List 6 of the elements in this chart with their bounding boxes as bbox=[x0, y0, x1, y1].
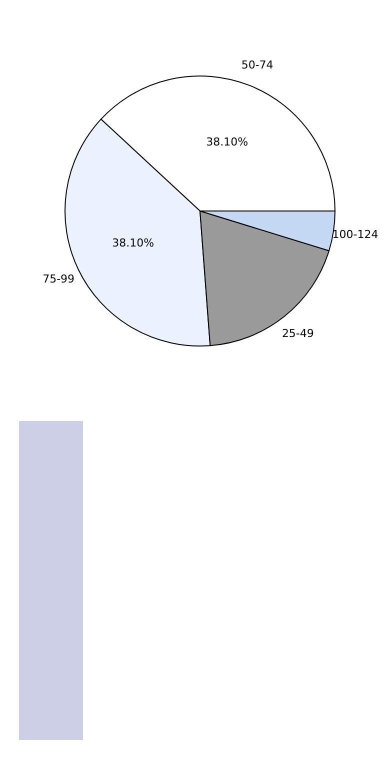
data-label: 38.10% bbox=[112, 236, 154, 250]
data-label: 38.10% bbox=[206, 135, 248, 148]
slice-label: 50-74 bbox=[241, 58, 274, 72]
slice-label: 100-124 bbox=[332, 228, 378, 241]
slice-label: 25-49 bbox=[282, 327, 314, 340]
slice-label: 75-99 bbox=[42, 272, 75, 286]
